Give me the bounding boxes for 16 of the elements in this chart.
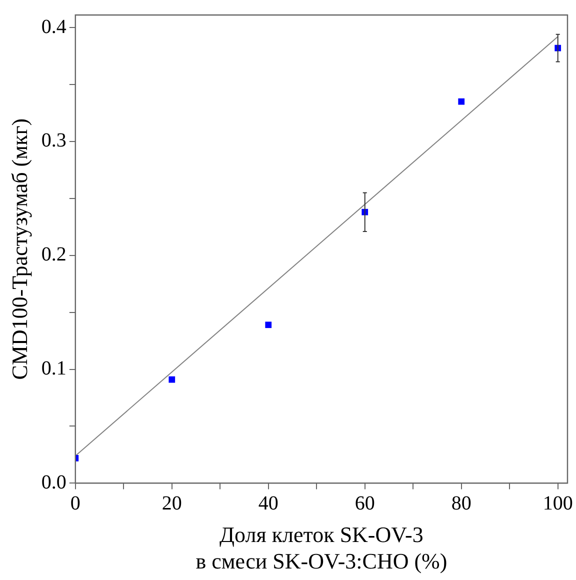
x-tick-label: 0 (70, 492, 80, 514)
x-axis-title: Доля клеток SK-OV-3 в смеси SK-OV-3:CHO (%) (196, 522, 448, 574)
y-tick-label: 0.1 (41, 358, 66, 380)
y-tick-label: 0.2 (41, 244, 66, 266)
point (458, 98, 465, 105)
x-tick-label: 80 (451, 492, 472, 514)
y-tick-label: 0.4 (41, 16, 66, 38)
point (168, 376, 176, 383)
y-tick-label: 0.3 (41, 130, 66, 152)
x-tick-label: 20 (162, 492, 182, 514)
y-axis-title: CMD100-Трастузумаб (мкг) (6, 118, 32, 380)
x-tick-label: 60 (354, 492, 375, 514)
point (265, 322, 272, 328)
x-tick-label: 100 (542, 492, 573, 514)
y-tick-label: 0.0 (41, 471, 66, 494)
x-tick-label: 40 (258, 492, 278, 514)
